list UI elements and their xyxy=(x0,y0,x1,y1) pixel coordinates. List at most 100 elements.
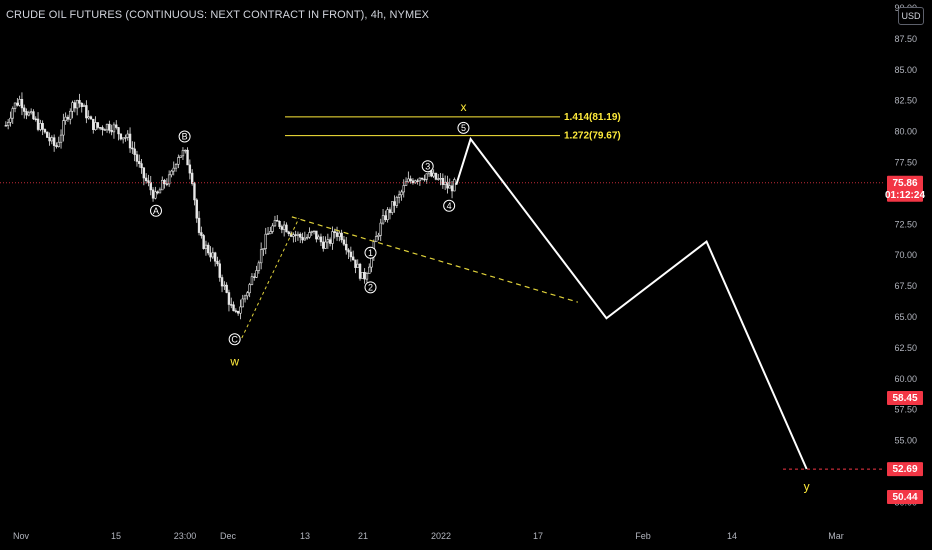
candle-body xyxy=(48,137,51,142)
wave-label-text: A xyxy=(153,206,159,216)
wave-label-text: 3 xyxy=(425,161,430,171)
currency-button[interactable]: USD xyxy=(898,7,924,25)
candle xyxy=(248,282,251,298)
time-axis[interactable]: Nov 15 23:00 Dec 13 21 2022 17 Feb 14 Mar xyxy=(13,531,844,541)
candle-body xyxy=(43,129,47,133)
candle xyxy=(273,215,277,227)
candle-body xyxy=(94,122,97,130)
projection-path[interactable] xyxy=(455,136,808,470)
candle-body xyxy=(411,180,415,184)
candle-body xyxy=(98,127,102,129)
candle xyxy=(147,174,150,187)
candle-body xyxy=(117,127,120,135)
price-tick-label: 67.50 xyxy=(894,281,917,291)
candle xyxy=(319,233,323,246)
wave-label-A: A xyxy=(150,204,162,217)
candle xyxy=(124,134,127,142)
candle-body xyxy=(115,124,118,128)
candle xyxy=(278,220,281,230)
candle xyxy=(365,271,369,283)
candle-body xyxy=(420,177,424,180)
candle-body xyxy=(165,183,169,185)
candle-body xyxy=(393,201,396,206)
candle-body xyxy=(253,276,256,278)
candle xyxy=(170,169,173,178)
candle xyxy=(98,126,102,131)
candle xyxy=(174,163,178,172)
candle xyxy=(234,308,238,314)
candle-body xyxy=(135,154,139,162)
candle xyxy=(59,129,63,149)
candle-body xyxy=(450,185,454,192)
candle xyxy=(131,141,134,154)
candle-body xyxy=(400,191,403,196)
candle-body xyxy=(223,284,226,287)
candle xyxy=(6,119,10,130)
candle xyxy=(64,112,67,125)
price-tick-label: 77.50 xyxy=(894,158,917,168)
candle-body xyxy=(184,149,187,152)
candle-body xyxy=(443,181,447,185)
candle-body xyxy=(133,148,136,155)
candle-body xyxy=(80,102,83,107)
candle xyxy=(16,98,19,107)
candle xyxy=(296,231,300,241)
candle-body xyxy=(395,197,399,206)
candle-body xyxy=(234,310,238,312)
candle-body xyxy=(110,130,113,133)
price-tick-label: 80.00 xyxy=(894,127,917,137)
candle-body xyxy=(416,180,419,182)
candle-body xyxy=(425,173,428,180)
candle xyxy=(46,131,49,138)
candle xyxy=(434,172,438,181)
candle-body xyxy=(384,215,387,221)
candle-body xyxy=(285,224,288,233)
candle-body xyxy=(138,161,141,164)
price-tick-label: 87.50 xyxy=(894,34,917,44)
candle-body xyxy=(177,157,180,165)
candle-body xyxy=(227,292,231,305)
wave-label-circle xyxy=(364,281,377,294)
candle xyxy=(303,231,307,241)
candle xyxy=(331,226,334,250)
candle xyxy=(416,178,419,185)
price-tag-50-price: 50.44 xyxy=(892,492,917,503)
wave-connector-line[interactable] xyxy=(241,217,300,339)
wave-label-circle xyxy=(421,160,434,173)
wave-label-3: 3 xyxy=(421,160,434,173)
candle-body xyxy=(18,99,21,106)
current-price-tag-price: 75.86 xyxy=(892,178,917,189)
candle xyxy=(374,231,378,243)
candle-body xyxy=(273,220,277,227)
candle xyxy=(351,250,355,261)
candle xyxy=(197,211,201,236)
candle-body xyxy=(144,177,148,182)
candle-body xyxy=(225,284,228,293)
candle xyxy=(282,221,286,237)
candle-body xyxy=(207,244,210,254)
candle xyxy=(276,215,279,222)
candle-body xyxy=(250,276,254,285)
time-tick-label: 2022 xyxy=(431,531,451,541)
candle xyxy=(89,115,93,120)
candle-body xyxy=(16,102,19,106)
candle-body xyxy=(257,262,261,271)
candle-body xyxy=(294,234,297,236)
wave-label-C: C xyxy=(228,333,241,346)
candle-body xyxy=(126,133,129,138)
candle xyxy=(446,175,449,194)
candle-body xyxy=(211,252,215,258)
candle xyxy=(386,207,389,223)
candle xyxy=(4,121,8,127)
candle xyxy=(333,228,336,239)
dashed-trendline[interactable] xyxy=(291,216,579,303)
candle xyxy=(340,229,343,243)
candle xyxy=(73,99,77,113)
wave-degree-label-y: y xyxy=(804,479,810,493)
wave-label-text: 5 xyxy=(461,123,466,133)
candle xyxy=(216,256,219,267)
candle xyxy=(301,232,304,244)
candle xyxy=(236,310,240,316)
candle-body xyxy=(391,201,394,213)
